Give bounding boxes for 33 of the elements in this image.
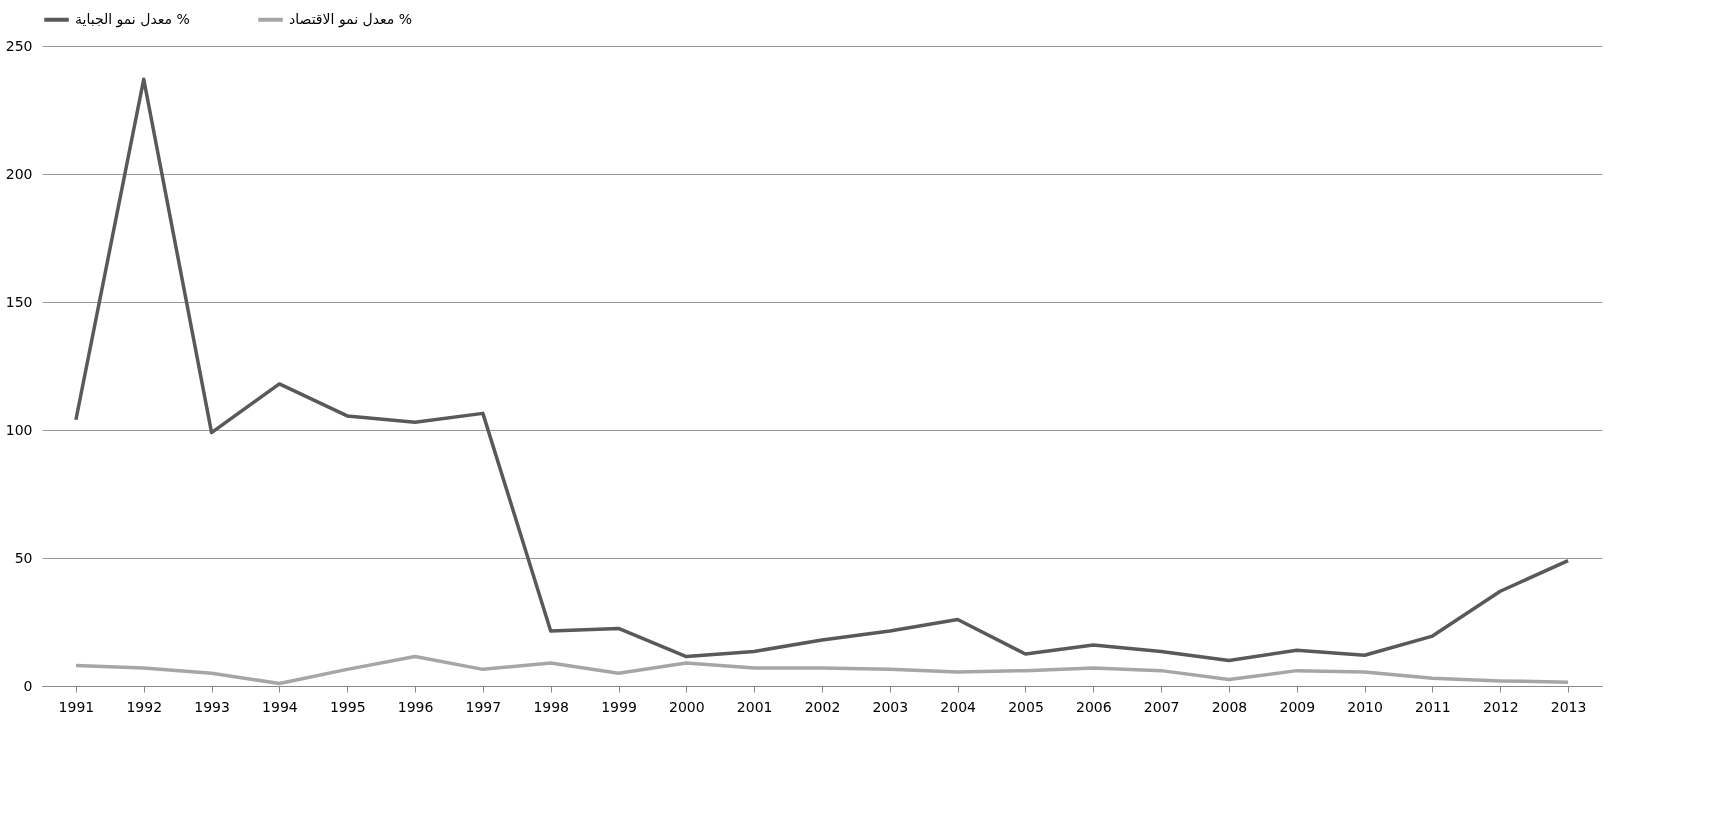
x-tick-label: 2012 — [1482, 698, 1519, 715]
x-tick-label: 2000 — [669, 698, 705, 715]
y-tick-label: 0 — [23, 677, 33, 694]
x-tick-label: 1993 — [194, 698, 230, 715]
y-tick-label: 50 — [14, 549, 33, 566]
x-tick-label: 1991 — [58, 698, 95, 715]
x-tick-label: 1994 — [262, 698, 298, 715]
y-tick-label: 200 — [5, 165, 33, 182]
x-tick-label: 2007 — [1143, 698, 1180, 715]
y-tick-label: 150 — [5, 293, 33, 310]
x-tick-label: 2013 — [1550, 698, 1587, 715]
x-tick-label: 2001 — [736, 698, 773, 715]
x-tick-label: 2009 — [1279, 698, 1316, 715]
x-tick-label: 1996 — [397, 698, 434, 715]
x-tick-label: 2004 — [940, 698, 977, 715]
x-tick-label: 1997 — [465, 698, 502, 715]
x-tick-label: 1995 — [329, 698, 366, 715]
legend-label: معدل نمو الجباية % — [75, 10, 190, 28]
legend-label: معدل نمو الاقتصاد % — [289, 10, 413, 28]
y-tick-label: 100 — [5, 421, 33, 438]
x-tick-label: 2006 — [1075, 698, 1112, 715]
y-tick-label: 250 — [5, 37, 33, 54]
x-tick-label: 2011 — [1415, 698, 1451, 715]
x-tick-label: 1999 — [601, 698, 637, 715]
x-tick-label: 1998 — [533, 698, 570, 715]
x-tick-label: 2008 — [1211, 698, 1248, 715]
x-tick-label: 1992 — [126, 698, 163, 715]
line-series — [74, 654, 1570, 686]
x-tick-label: 2002 — [804, 698, 841, 715]
x-tick-label: 2003 — [872, 698, 909, 715]
x-tick-label: 2005 — [1008, 698, 1044, 715]
x-tick-label: 2010 — [1347, 698, 1383, 715]
line-series — [74, 77, 1570, 663]
